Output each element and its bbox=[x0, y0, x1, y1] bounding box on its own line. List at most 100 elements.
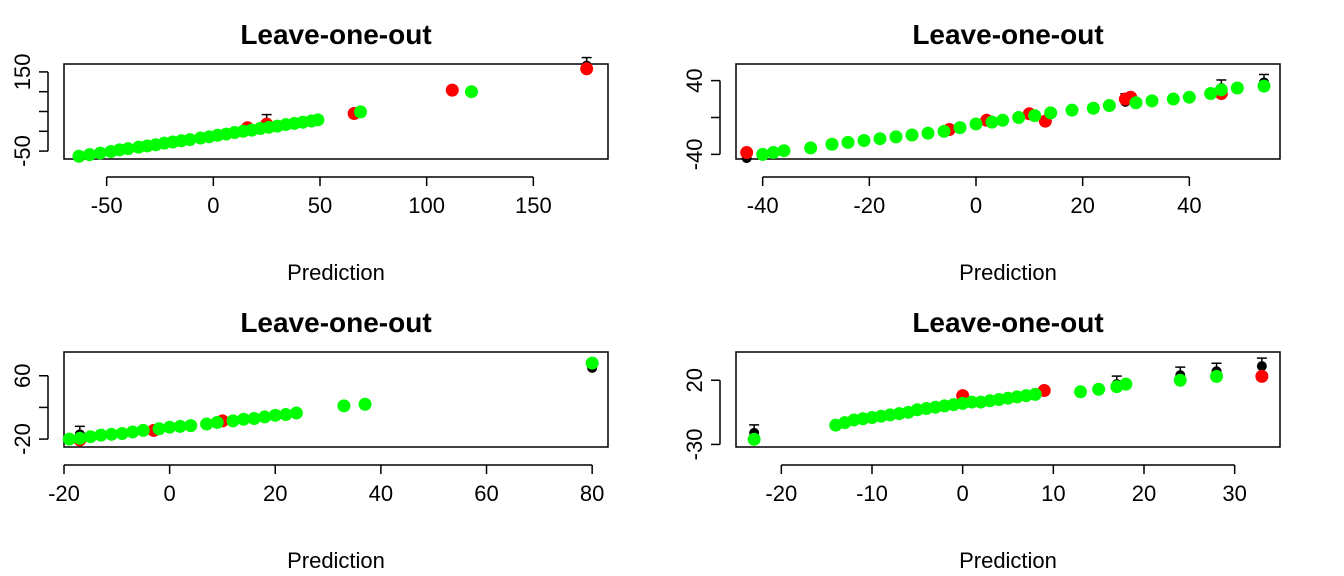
data-point bbox=[747, 432, 761, 446]
data-point bbox=[841, 135, 855, 149]
x-tick-label: 50 bbox=[308, 193, 332, 218]
plot-frame bbox=[735, 63, 1281, 160]
data-point bbox=[1028, 109, 1042, 123]
x-tick-label: -10 bbox=[856, 481, 888, 506]
data-point bbox=[83, 148, 97, 162]
y-tick-label: 150 bbox=[10, 54, 35, 91]
data-point bbox=[93, 146, 107, 160]
data-point bbox=[580, 62, 594, 76]
data-point bbox=[777, 144, 791, 158]
x-axis-label: Prediction bbox=[959, 260, 1057, 285]
data-point bbox=[464, 85, 478, 99]
x-tick-label: 80 bbox=[580, 481, 604, 506]
data-point bbox=[1086, 101, 1100, 115]
data-point bbox=[354, 105, 368, 119]
data-point bbox=[1074, 385, 1088, 399]
data-point bbox=[585, 356, 599, 370]
data-point bbox=[905, 128, 919, 142]
data-point bbox=[1092, 382, 1106, 396]
panel-2: Leave-one-out Prediction -40 -20 0 20 40 -40 4… bbox=[682, 19, 1281, 285]
data-point bbox=[1182, 90, 1196, 104]
x-tick-label: 20 bbox=[263, 481, 287, 506]
panel-1: Leave-one-out Prediction -50 0 50 100 150-50… bbox=[10, 19, 609, 285]
x-tick-label: -20 bbox=[765, 481, 797, 506]
panel-title: Leave-one-out bbox=[240, 307, 431, 338]
data-point bbox=[183, 133, 197, 147]
x-axis: -50 0 50 100 150 bbox=[91, 176, 552, 218]
x-tick-label: -20 bbox=[48, 481, 80, 506]
data-point bbox=[766, 146, 780, 160]
y-tick-label: 60 bbox=[10, 364, 35, 388]
x-axis-label: Prediction bbox=[287, 548, 385, 573]
x-tick-label: 30 bbox=[1222, 481, 1246, 506]
x-axis-label: Prediction bbox=[959, 548, 1057, 573]
data-point bbox=[1173, 373, 1187, 387]
panel-3: Leave-one-out Prediction -20 0 20 40 60 80-20… bbox=[10, 307, 609, 573]
data-point bbox=[247, 412, 261, 425]
series bbox=[747, 369, 1224, 446]
data-point bbox=[311, 113, 325, 127]
data-point bbox=[72, 149, 86, 163]
data-point bbox=[136, 423, 150, 437]
x-tick-label: 20 bbox=[1070, 193, 1094, 218]
x-tick-label: 0 bbox=[970, 193, 982, 218]
data-point bbox=[857, 134, 871, 148]
data-point bbox=[1256, 361, 1267, 372]
data-point bbox=[985, 115, 999, 129]
data-point bbox=[1214, 83, 1228, 97]
data-point bbox=[115, 427, 129, 441]
data-point bbox=[121, 142, 135, 156]
x-tick-label: -20 bbox=[853, 193, 885, 218]
data-point bbox=[1028, 387, 1042, 401]
data-point bbox=[83, 430, 97, 444]
x-tick-label: 60 bbox=[474, 481, 498, 506]
plot-frame bbox=[735, 351, 1281, 448]
y-axis: -50 150 bbox=[10, 54, 49, 167]
data-point bbox=[953, 121, 967, 135]
data-point bbox=[1257, 79, 1271, 93]
data-point bbox=[94, 428, 108, 442]
x-axis: -40 -20 0 20 40 bbox=[747, 176, 1202, 218]
y-axis: -40 40 bbox=[682, 68, 721, 170]
x-tick-label: 100 bbox=[408, 193, 445, 218]
data-point bbox=[258, 410, 272, 424]
data-point bbox=[237, 412, 251, 426]
data-point bbox=[152, 422, 166, 436]
x-tick-label: 0 bbox=[957, 481, 969, 506]
data-point bbox=[1044, 106, 1058, 120]
data-point bbox=[73, 431, 87, 445]
y-tick-label: -50 bbox=[10, 135, 35, 167]
data-point bbox=[1012, 110, 1026, 124]
data-point bbox=[804, 141, 818, 155]
data-point bbox=[965, 395, 979, 409]
data-point bbox=[1119, 377, 1133, 391]
data-point bbox=[62, 432, 76, 446]
x-axis-label: Prediction bbox=[287, 260, 385, 285]
data-point bbox=[756, 147, 770, 161]
y-tick-label: 20 bbox=[682, 368, 707, 392]
data-point bbox=[279, 408, 293, 422]
x-tick-label: -40 bbox=[747, 193, 779, 218]
y-tick-label: -30 bbox=[682, 429, 707, 461]
data-point bbox=[337, 399, 351, 413]
data-point bbox=[969, 117, 983, 131]
plot-frame bbox=[63, 63, 609, 160]
data-point bbox=[996, 113, 1010, 127]
data-point bbox=[184, 419, 198, 433]
data-point bbox=[889, 130, 903, 144]
panel-title: Leave-one-out bbox=[912, 307, 1103, 338]
x-tick-label: 40 bbox=[369, 481, 393, 506]
x-axis: -20 0 20 40 60 80 bbox=[48, 464, 604, 506]
x-tick-label: -50 bbox=[91, 193, 123, 218]
data-point bbox=[1065, 103, 1079, 117]
y-axis: -20 60 bbox=[10, 364, 49, 455]
y-tick-label: 40 bbox=[682, 68, 707, 92]
x-tick-label: 20 bbox=[1132, 481, 1156, 506]
x-axis: -20 -10 0 10 20 30 bbox=[765, 464, 1247, 506]
data-point bbox=[163, 420, 177, 434]
series bbox=[62, 356, 599, 446]
data-point bbox=[1255, 369, 1269, 383]
panel-title: Leave-one-out bbox=[240, 19, 431, 50]
y-axis: -30 20 bbox=[682, 368, 721, 461]
